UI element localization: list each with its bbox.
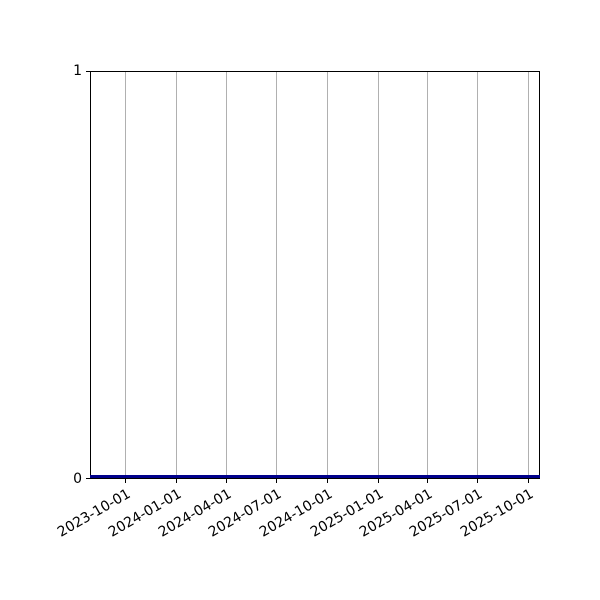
axis-spine-bottom xyxy=(90,478,540,479)
x-tick-mark xyxy=(276,479,278,483)
axis-spine-right xyxy=(539,71,540,479)
x-gridline xyxy=(477,71,479,479)
x-tick-mark xyxy=(175,479,177,483)
y-tick-mark xyxy=(86,71,90,72)
x-gridline xyxy=(377,71,379,479)
x-tick-mark xyxy=(477,479,479,483)
x-tick-mark xyxy=(125,479,127,483)
y-tick-label: 1 xyxy=(73,63,82,79)
x-tick-mark xyxy=(326,479,328,483)
x-tick-mark xyxy=(226,479,228,483)
x-tick-mark xyxy=(377,479,379,483)
y-tick-label: 0 xyxy=(73,471,82,487)
axis-spine-left xyxy=(90,71,91,479)
x-gridline xyxy=(276,71,278,479)
y-tick-mark xyxy=(86,478,90,479)
data-line-series xyxy=(90,475,540,478)
x-gridline xyxy=(427,71,429,479)
x-gridline xyxy=(226,71,228,479)
x-gridline xyxy=(326,71,328,479)
x-gridline xyxy=(125,71,127,479)
plot-area: 2023-10-01 2024-01-01 2024-04-01 2024-07-01… xyxy=(55,63,540,541)
x-tick-mark xyxy=(427,479,429,483)
x-gridline xyxy=(527,71,529,479)
axis-spine-top xyxy=(90,71,540,72)
x-gridline xyxy=(175,71,177,479)
x-tick-mark xyxy=(527,479,529,483)
